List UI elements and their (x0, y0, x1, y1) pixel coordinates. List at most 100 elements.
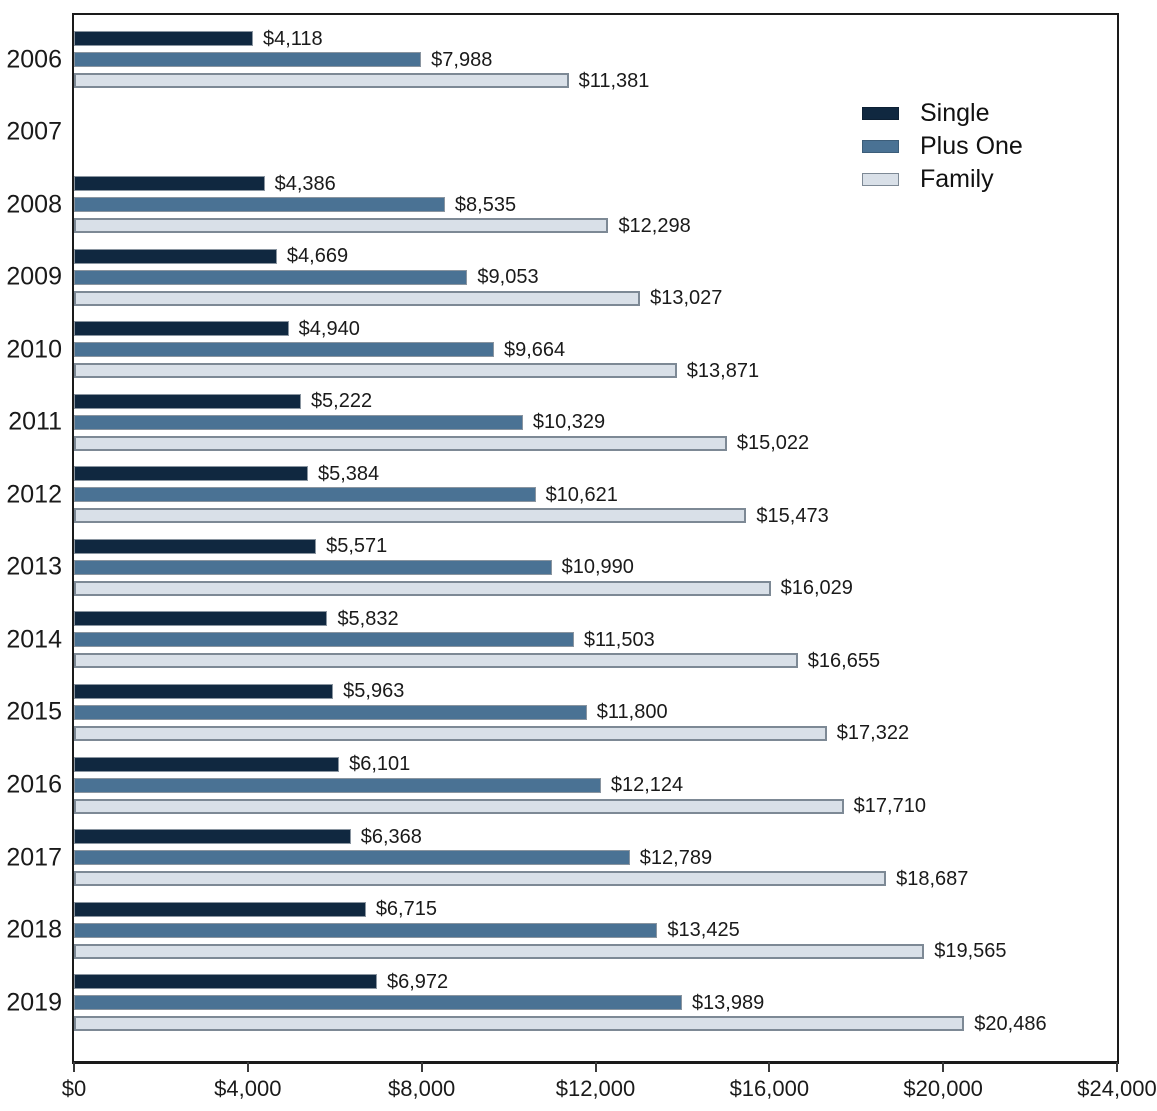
bar-value-label: $5,963 (343, 680, 405, 703)
y-axis-label-2008: 2008 (6, 190, 62, 219)
bar-single-2019 (74, 974, 377, 990)
legend-item-plus-one: Plus One (862, 130, 1023, 163)
bar-plus-one-2014 (74, 632, 574, 648)
bar-value-label: $16,029 (780, 577, 853, 600)
bar-single-2016 (74, 756, 340, 772)
bar-value-label: $6,101 (349, 753, 411, 775)
y-axis-label-2015: 2015 (6, 697, 62, 726)
bar-value-label: $4,669 (286, 245, 349, 268)
y-axis-label-2016: 2016 (6, 770, 62, 799)
x-axis-tick-label: $12,000 (555, 1076, 636, 1101)
bar-value-label: $17,710 (853, 795, 926, 817)
bar-value-label: $17,322 (836, 722, 910, 745)
bar-single-2017 (74, 829, 351, 845)
bar-family-2017 (74, 871, 887, 887)
bar-value-label: $4,940 (298, 317, 360, 340)
legend: Single Plus One Family (862, 97, 1023, 196)
bar-plus-one-2008 (74, 197, 445, 213)
bar-value-label: $10,329 (532, 411, 606, 434)
bar-single-2008 (74, 176, 265, 192)
bar-value-label: $6,368 (360, 825, 422, 848)
bar-value-label: $11,503 (583, 628, 655, 651)
bar-value-label: $12,789 (639, 846, 713, 869)
bar-value-label: $7,988 (431, 48, 493, 71)
legend-label-family: Family (920, 165, 994, 193)
bar-value-label: $5,832 (337, 607, 399, 630)
bar-single-2014 (74, 611, 328, 627)
bar-value-label: $13,871 (686, 359, 760, 382)
bar-value-label: $9,053 (477, 266, 539, 289)
x-axis-tick-label: $24,000 (1077, 1076, 1157, 1101)
bar-plus-one-2018 (74, 922, 658, 938)
bar-plus-one-2006 (74, 52, 422, 67)
bar-family-2015 (74, 725, 827, 741)
bar-value-label: $13,989 (691, 991, 765, 1014)
bar-plus-one-2012 (74, 487, 536, 503)
bar-value-label: $6,715 (375, 898, 437, 921)
bar-value-label: $8,535 (454, 193, 517, 216)
y-axis-label-2012: 2012 (6, 480, 62, 509)
bar-value-label: $5,384 (317, 462, 380, 485)
bar-value-label: $19,565 (934, 940, 1007, 963)
bar-single-2010 (74, 321, 289, 337)
bar-single-2018 (74, 901, 366, 917)
bar-value-label: $12,298 (618, 214, 691, 237)
bar-family-2014 (74, 653, 798, 669)
bar-value-label: $15,473 (756, 504, 829, 527)
bar-value-label: $9,664 (503, 338, 566, 361)
bar-family-2019 (74, 1016, 965, 1032)
x-axis-tick-label: $20,000 (903, 1076, 983, 1101)
bar-single-2015 (74, 683, 334, 699)
bar-plus-one-2013 (74, 559, 552, 575)
bar-value-label: $5,571 (326, 535, 388, 558)
bar-value-label: $5,222 (310, 390, 373, 413)
bar-plus-one-2010 (74, 342, 494, 358)
x-axis-tick-label: $4,000 (214, 1076, 282, 1101)
bar-plus-one-2009 (74, 269, 468, 285)
bar-family-2008 (74, 218, 609, 234)
bar-value-label: $4,386 (274, 172, 336, 195)
legend-swatch-single (862, 107, 899, 120)
x-axis-tick (768, 1062, 771, 1072)
bar-plus-one-2019 (74, 995, 682, 1011)
bar-single-2011 (74, 393, 301, 409)
y-axis-label-2007: 2007 (6, 117, 62, 146)
x-axis-tick (420, 1062, 423, 1072)
plot-area: $4,118 $7,988 $11,381 $4,386 $8,535 $12,298 $4… (72, 13, 1119, 1064)
x-axis-tick-label: $8,000 (388, 1076, 456, 1101)
bar-value-label: $18,687 (896, 867, 969, 890)
x-axis-tick (942, 1062, 945, 1072)
x-axis-tick (1116, 1062, 1118, 1072)
bar-value-label: $16,655 (807, 649, 881, 672)
bar-value-label: $10,621 (545, 483, 618, 506)
bar-value-label: $15,022 (736, 432, 810, 455)
legend-item-single: Single (862, 97, 1023, 130)
bar-single-2006 (74, 31, 253, 46)
bar-single-2009 (74, 248, 277, 264)
bar-value-label: $12,124 (610, 774, 684, 796)
y-axis-label-2009: 2009 (6, 262, 62, 291)
legend-swatch-family (862, 173, 899, 186)
legend-label-plus-one: Plus One (920, 132, 1023, 160)
bar-value-label: $6,972 (386, 970, 449, 993)
bar-family-2016 (74, 798, 844, 814)
bar-value-label: $11,381 (578, 69, 650, 92)
bar-family-2013 (74, 580, 771, 596)
y-axis-label-2011: 2011 (8, 407, 62, 436)
x-axis-tick (246, 1062, 249, 1072)
y-axis-label-2010: 2010 (6, 335, 62, 364)
bar-family-2018 (74, 943, 925, 959)
bar-family-2011 (74, 435, 727, 451)
y-axis-label-2018: 2018 (6, 915, 62, 944)
bar-single-2013 (74, 538, 317, 554)
bar-plus-one-2011 (74, 414, 523, 430)
y-axis-label-2014: 2014 (6, 625, 62, 654)
y-axis-label-2006: 2006 (6, 45, 62, 73)
x-axis-tick-label: $0 (61, 1076, 87, 1101)
y-axis-label-2019: 2019 (6, 988, 62, 1017)
bar-plus-one-2015 (74, 704, 587, 720)
bar-plus-one-2016 (74, 777, 601, 793)
bar-family-2006 (74, 73, 569, 88)
x-axis-tick-label: $16,000 (729, 1076, 810, 1101)
